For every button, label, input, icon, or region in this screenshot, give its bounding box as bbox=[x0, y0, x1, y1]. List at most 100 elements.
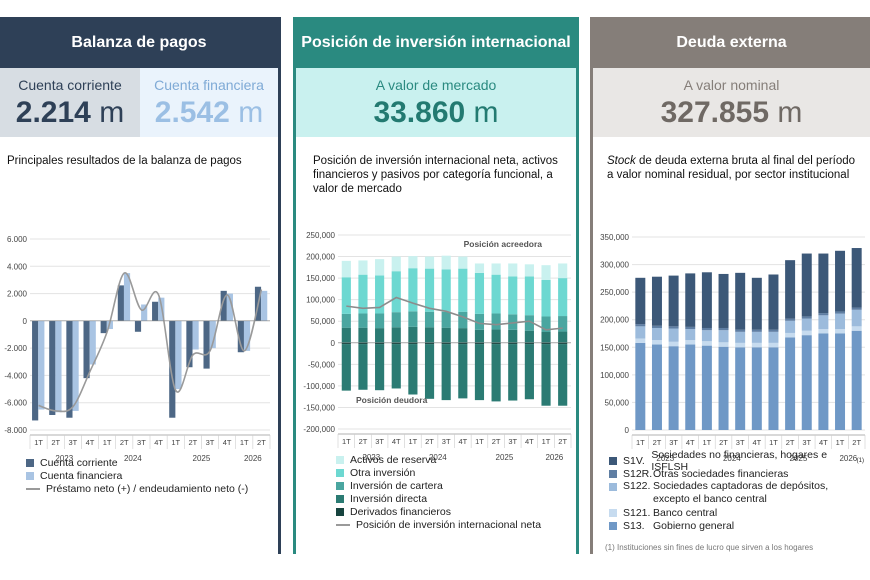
posicion-bar-segment bbox=[541, 342, 551, 345]
posicion-bar-segment bbox=[491, 313, 501, 330]
posicion-xtick-label: 2T bbox=[425, 437, 434, 446]
balanza-legend: Cuenta corriente Cuenta financiera Prést… bbox=[26, 456, 248, 495]
deuda-bar-segment bbox=[735, 331, 746, 343]
balanza-ytick-label: 4.000 bbox=[7, 262, 28, 271]
balanza-xtick-label: 2T bbox=[120, 438, 129, 447]
deuda-bar-segment bbox=[635, 338, 646, 343]
deuda-chart: 350,000 300,000 250,000 200,000 150,000 100,0… bbox=[600, 233, 866, 462]
legend-prestamo-neto: Préstamo neto (+) / endeudamiento neto (… bbox=[26, 482, 248, 495]
deuda-xtick-label: 1T bbox=[703, 438, 712, 447]
deuda-bar-segment bbox=[735, 329, 746, 332]
posicion-bar-segment bbox=[491, 344, 501, 402]
balanza-xtick-label: 1T bbox=[171, 438, 180, 447]
posicion-bar-segment bbox=[491, 329, 501, 343]
deuda-xtick-label: 2T bbox=[852, 438, 861, 447]
posicion-bar-segment bbox=[474, 344, 485, 401]
posicion-bar-segment bbox=[441, 342, 451, 345]
deuda-bar-segment bbox=[668, 346, 679, 430]
balanza-xtick-label: 1T bbox=[103, 438, 112, 447]
deuda-year-label: 2024 bbox=[723, 454, 741, 462]
legend-s12r: S12R. Otras sociedades financieras bbox=[609, 467, 864, 480]
kpi-deuda-label: A valor nominal bbox=[683, 77, 780, 93]
posicion-xtick-label: 4T bbox=[392, 437, 401, 446]
balanza-xtick-label: 4T bbox=[86, 438, 95, 447]
deuda-xtick-label: 2T bbox=[653, 438, 662, 447]
kpi-posicion: A valor de mercado 33.860 m bbox=[296, 68, 576, 137]
kpi-deuda-value: 327.855 m bbox=[660, 96, 803, 129]
posicion-bar-segment bbox=[474, 272, 485, 314]
deuda-year-label: 2025 bbox=[790, 454, 808, 462]
posicion-bar-segment bbox=[391, 342, 401, 345]
deuda-bar-segment bbox=[785, 332, 796, 338]
legend-cuenta-corriente: Cuenta corriente bbox=[26, 456, 248, 469]
posicion-xtick-label: 1T bbox=[409, 437, 418, 446]
balanza-bar bbox=[72, 320, 79, 411]
posicion-ytick-label: 150,000 bbox=[306, 274, 335, 283]
posicion-annot-deudora: Posición deudora bbox=[356, 395, 428, 405]
balanza-chart: 6.000 4.000 2.000 0 -2.000 -4.000 -6.000 -8.000… bbox=[4, 235, 271, 462]
posicion-bar-segment bbox=[524, 342, 534, 345]
deuda-bar-segment bbox=[735, 342, 746, 348]
posicion-bar-segment bbox=[541, 316, 551, 332]
deuda-ytick-label: 250,000 bbox=[600, 288, 629, 297]
kpi-cuenta-corriente: Cuenta corriente 2.214 m bbox=[0, 68, 140, 137]
posicion-bar-segment bbox=[341, 260, 351, 278]
deuda-bar-segment bbox=[818, 329, 829, 334]
posicion-bar-segment bbox=[508, 329, 518, 343]
posicion-bar-segment bbox=[524, 330, 534, 343]
balanza-xtick-label: 3T bbox=[206, 438, 215, 447]
posicion-bar-segment bbox=[458, 342, 468, 345]
balanza-bar bbox=[175, 320, 182, 390]
deuda-bar-segment bbox=[668, 328, 679, 342]
balanza-bar bbox=[134, 320, 142, 332]
deuda-bar-segment bbox=[718, 346, 729, 430]
deuda-bar-segment bbox=[701, 272, 712, 328]
posicion-bar-segment bbox=[375, 328, 385, 343]
balanza-ytick-label: -6.000 bbox=[4, 399, 27, 408]
posicion-bar-segment bbox=[491, 274, 501, 314]
deuda-bar-segment bbox=[651, 327, 662, 341]
posicion-bar-segment bbox=[391, 312, 401, 328]
posicion-bar-segment bbox=[474, 313, 485, 330]
deuda-bar-segment bbox=[768, 331, 779, 343]
deuda-bar-segment bbox=[785, 260, 796, 319]
deuda-bar-segment bbox=[701, 341, 712, 346]
posicion-bar-segment bbox=[358, 274, 368, 314]
posicion-legend: Activos de reserva Otra inversión Invers… bbox=[336, 453, 541, 531]
posicion-xtick-label: 2T bbox=[558, 437, 567, 446]
balanza-header: Balanza de pagos bbox=[0, 17, 278, 68]
deuda-bar-segment bbox=[718, 273, 729, 328]
balanza-year-label: 2024 bbox=[124, 454, 142, 462]
posicion-annot-acreedora: Posición acreedora bbox=[464, 239, 543, 249]
posicion-ytick-label: -100,000 bbox=[303, 382, 335, 391]
posicion-bar-segment bbox=[358, 313, 368, 328]
deuda-bar-segment bbox=[818, 315, 829, 330]
balanza-bar bbox=[66, 320, 73, 418]
balanza-xtick-label: 4T bbox=[223, 438, 232, 447]
deuda-bar-segment bbox=[768, 274, 779, 330]
deuda-bar-segment bbox=[835, 313, 846, 330]
deuda-bar-segment bbox=[635, 342, 646, 430]
deuda-bar-segment bbox=[651, 276, 662, 326]
deuda-xtick-label: 3T bbox=[669, 438, 678, 447]
posicion-bar-segment bbox=[391, 327, 401, 343]
posicion-xtick-label: 1T bbox=[542, 437, 551, 446]
posicion-bar-segment bbox=[375, 342, 385, 345]
posicion-bar-segment bbox=[491, 263, 501, 275]
deuda-ytick-label: 100,000 bbox=[600, 371, 629, 380]
balanza-prestamo-line bbox=[38, 272, 263, 413]
balanza-bar bbox=[226, 293, 233, 321]
kpi-deuda: A valor nominal 327.855 m bbox=[593, 68, 870, 137]
balanza-xtick-label: 3T bbox=[68, 438, 77, 447]
deuda-xtick-label: 1T bbox=[636, 438, 645, 447]
balanza-bar bbox=[117, 285, 124, 321]
deuda-bar-segment bbox=[851, 248, 862, 308]
posicion-year-label: 2023 bbox=[362, 453, 380, 462]
posicion-bar-segment bbox=[508, 276, 518, 315]
deuda-bar-segment bbox=[801, 316, 812, 319]
deuda-bar-segment bbox=[651, 325, 662, 328]
posicion-bar-segment bbox=[524, 276, 534, 316]
posicion-bar-segment bbox=[408, 342, 418, 345]
deuda-bar-segment bbox=[785, 337, 796, 430]
posicion-ytick-label: 250,000 bbox=[306, 231, 335, 240]
